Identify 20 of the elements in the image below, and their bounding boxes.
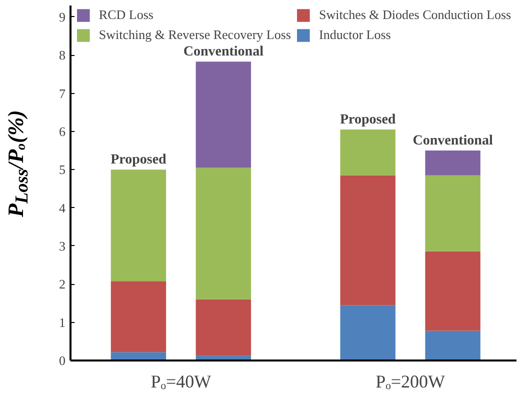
y-tick-label: 9 <box>59 9 66 24</box>
y-tick-label: 8 <box>59 48 66 63</box>
x-tick-label: Proposed <box>340 112 396 128</box>
y-tick-label: 5 <box>59 162 66 178</box>
text: Pₒ=40W <box>150 372 212 392</box>
y-tick-label: 7 <box>59 86 66 101</box>
legend-label: Inductor Loss <box>318 27 391 43</box>
legend-label: RCD Loss <box>98 7 154 23</box>
x-tick-label: Proposed <box>110 152 167 168</box>
text: Pₒ=200W <box>376 372 445 392</box>
y-tick-label: 6 <box>59 124 66 139</box>
y-tick-label: 2 <box>59 276 66 292</box>
y-tick-label: 4 <box>59 200 66 216</box>
x-tick-label: Conventional <box>183 44 264 60</box>
y-tick-label: 3 <box>59 238 66 254</box>
legend-label: Switches & Diodes Conduction Loss <box>318 7 512 23</box>
y-tick-label: 0 <box>59 353 66 368</box>
y-tick-label: 1 <box>59 314 66 330</box>
x-tick-label: Conventional <box>412 134 493 149</box>
legend-label: Switching & Reverse Recovery Loss <box>98 27 291 43</box>
